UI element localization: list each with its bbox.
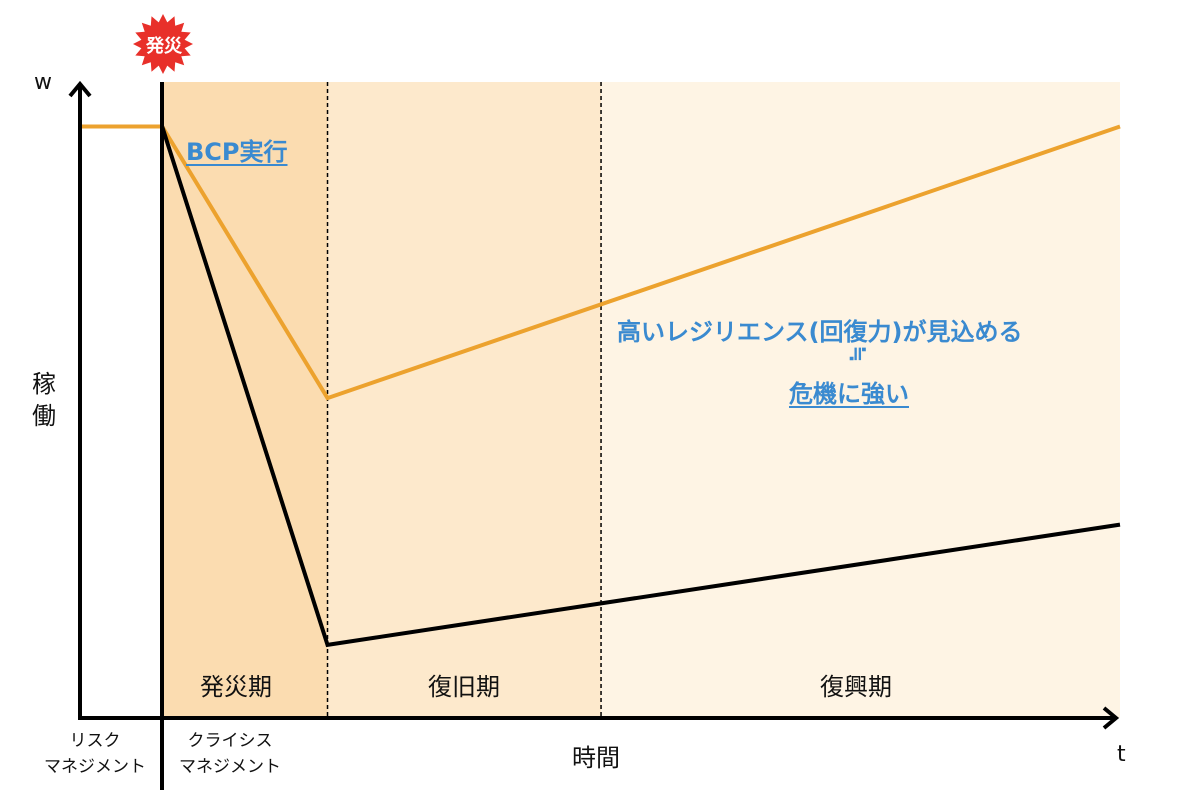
approx-symbol: ≒ bbox=[846, 345, 871, 363]
phase-label-disaster: 発災期 bbox=[200, 673, 272, 701]
y-axis-label: 稼働 bbox=[32, 370, 56, 430]
y-axis-symbol: w bbox=[34, 70, 52, 95]
risk-management-line1: リスク bbox=[69, 731, 121, 751]
strong-text: 危機に強い bbox=[789, 380, 909, 408]
resilience-text: 高いレジリエンス(回復力)が見込める bbox=[617, 318, 1023, 346]
crisis-management-label: クライシス マネジメント bbox=[165, 728, 295, 780]
phase-bg-reconstruction bbox=[601, 82, 1120, 718]
phase-label-reconstruction: 復興期 bbox=[820, 673, 892, 701]
with-bcp-line bbox=[80, 124, 1121, 401]
phase-label-recovery: 復旧期 bbox=[428, 673, 500, 701]
crisis-management-line1: クライシス bbox=[187, 731, 273, 751]
phase-bg-disaster bbox=[162, 82, 328, 718]
disaster-badge: 発災 bbox=[146, 36, 182, 57]
bcp-label: BCP実行 bbox=[186, 138, 288, 166]
x-axis-arrow bbox=[1102, 706, 1120, 730]
without-bcp-line bbox=[160, 125, 1121, 648]
y-axis-arrow bbox=[68, 80, 92, 98]
crisis-management-line2: マネジメント bbox=[179, 757, 281, 777]
risk-management-label: リスク マネジメント bbox=[30, 728, 160, 780]
risk-management-line2: マネジメント bbox=[44, 757, 146, 777]
disaster-burst-icon bbox=[133, 14, 193, 74]
x-axis-label: 時間 bbox=[572, 744, 620, 772]
x-axis-symbol: t bbox=[1117, 742, 1126, 767]
